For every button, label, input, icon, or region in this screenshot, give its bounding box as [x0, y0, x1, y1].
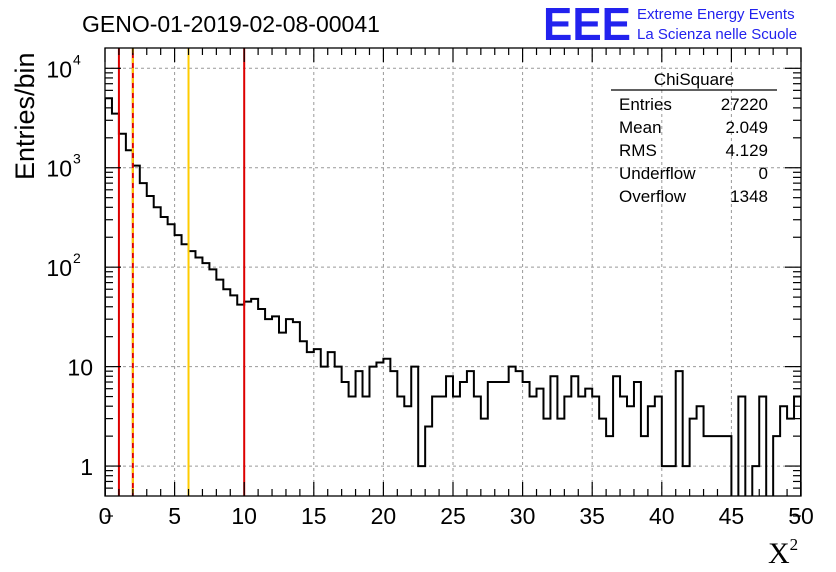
y-tick-label-exponent: 3 — [73, 151, 81, 167]
stats-label-overflow: Overflow — [619, 187, 687, 206]
x-tick-label: 15 — [301, 503, 327, 529]
axis-ticks — [104, 48, 802, 517]
y-tick-label-exponent: 2 — [73, 250, 81, 266]
stats-value-entries: 27220 — [721, 95, 768, 114]
stats-label-underflow: Underflow — [619, 164, 696, 183]
stats-label-entries: Entries — [619, 95, 672, 114]
grid-lines — [105, 48, 801, 496]
x-tick-label: 45 — [719, 503, 745, 529]
x-tick-label: 10 — [231, 503, 257, 529]
x-axis-title-superscript: 2 — [790, 535, 799, 554]
stats-value-mean: 2.049 — [725, 118, 768, 137]
y-axis-title: Entries/bin — [10, 52, 40, 180]
stats-box-title: ChiSquare — [654, 70, 734, 89]
stats-label-rms: RMS — [619, 141, 657, 160]
x-tick-label: 50 — [788, 503, 814, 529]
stats-label-mean: Mean — [619, 118, 662, 137]
y-tick-label: 10 — [46, 156, 72, 182]
x-tick-label: 40 — [649, 503, 675, 529]
x-tick-label: 30 — [510, 503, 536, 529]
stats-box: ChiSquare Entries 27220 Mean 2.049 RMS 4.129 U… — [611, 70, 777, 206]
logo-line-2: La Scienza nelle Scuole — [637, 26, 797, 43]
stats-value-rms: 4.129 — [725, 141, 768, 160]
y-tick-label: 10 — [46, 255, 72, 281]
y-tick-label: 1 — [80, 454, 93, 480]
eee-logo: EEE Extreme Energy Events La Scienza nel… — [543, 0, 797, 50]
y-tick-label: 10 — [46, 56, 72, 82]
stats-value-underflow: 0 — [759, 164, 768, 183]
x-tick-labels: 0 5 10 15 20 25 30 35 40 45 50 — [99, 503, 814, 529]
logo-line-1: Extreme Energy Events — [637, 6, 795, 23]
x-tick-label: 25 — [440, 503, 466, 529]
x-tick-label: 20 — [371, 503, 397, 529]
x-tick-label: 0 — [99, 503, 112, 529]
stats-rows: Entries 27220 Mean 2.049 RMS 4.129 Underflow 0 O… — [619, 95, 768, 206]
histogram-steps — [105, 97, 801, 496]
stats-value-overflow: 1348 — [730, 187, 768, 206]
x-tick-label: 5 — [168, 503, 181, 529]
y-tick-label: 10 — [67, 355, 93, 381]
reference-lines — [117, 48, 246, 496]
x-axis-title: X2 — [768, 535, 798, 570]
eee-logo-mark: EEE — [543, 0, 631, 50]
x-axis-title-main: X — [768, 537, 790, 570]
histogram-line — [105, 97, 801, 496]
y-tick-label-exponent: 4 — [73, 51, 81, 67]
chart-title: GENO-01-2019-02-08-00041 — [82, 11, 380, 37]
x-tick-label: 35 — [579, 503, 605, 529]
